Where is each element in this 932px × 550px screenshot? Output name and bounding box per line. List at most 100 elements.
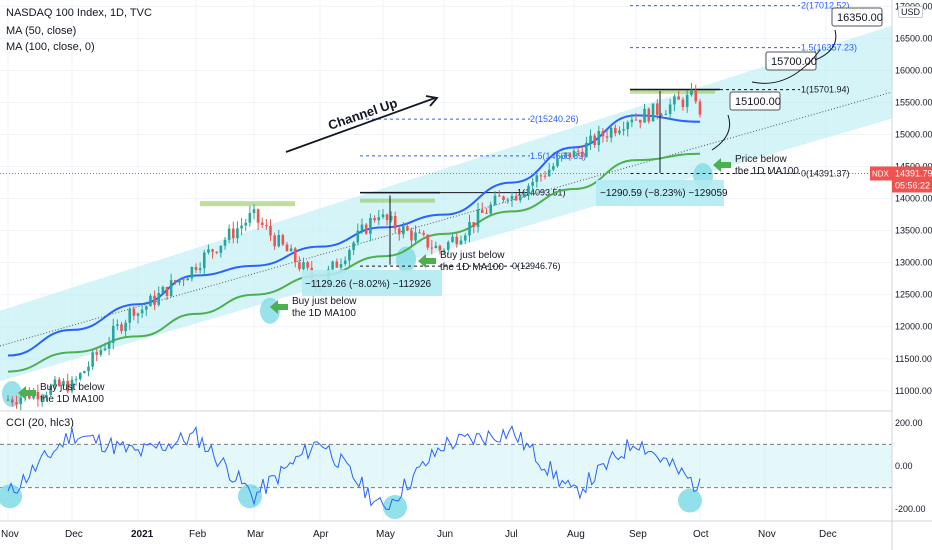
candle-body <box>597 130 601 146</box>
candle-body <box>173 280 177 283</box>
candle-body <box>609 127 613 138</box>
candle-body <box>506 199 510 201</box>
channel-band <box>0 25 892 382</box>
price-tick-11: 11500.00 <box>895 354 932 364</box>
time-tick-3: Feb <box>189 529 207 540</box>
symbol-badge <box>870 166 892 181</box>
channel-arrow-head <box>425 95 439 107</box>
candle-body <box>91 352 94 367</box>
candle-body <box>281 234 285 245</box>
candle-body <box>564 152 568 157</box>
candle-body <box>442 250 446 252</box>
target-box <box>765 51 817 71</box>
target-box <box>729 91 781 111</box>
candles <box>6 82 702 411</box>
candle-body <box>497 195 501 197</box>
candle-body <box>618 130 621 134</box>
target-arrow <box>751 49 821 84</box>
buy-label-2-line1: Buy just below <box>292 296 357 307</box>
candle-body <box>348 250 351 261</box>
time-tick-9: Aug <box>567 529 585 540</box>
candle-body <box>57 379 61 386</box>
target-label-2: 16350.00 <box>837 12 883 24</box>
green-arrow <box>418 254 436 268</box>
symbol-title: NASDAQ 100 Index, 1D, TVC <box>6 7 152 19</box>
candle-body <box>373 217 376 221</box>
candle-body <box>514 195 518 201</box>
candle-body <box>381 214 385 218</box>
candle-body <box>116 324 119 326</box>
candle-body <box>677 96 680 100</box>
cci-tick-2: -200.00 <box>895 504 926 514</box>
candle-body <box>339 264 343 268</box>
candle-body <box>605 136 609 138</box>
green-arrow <box>270 300 288 314</box>
price-tick-1: 16500.00 <box>895 33 932 43</box>
candle-body <box>49 385 52 395</box>
candle-body <box>219 245 223 253</box>
fib-label: 2(17012.52) <box>801 1 850 11</box>
candle-body <box>343 260 347 265</box>
candle-body <box>385 214 389 221</box>
candle-body <box>335 261 339 268</box>
time-tick-10: Sep <box>629 529 647 540</box>
candle-body <box>560 156 563 159</box>
candle-body <box>656 103 659 115</box>
candle-body <box>531 181 534 186</box>
candle-body <box>543 175 547 177</box>
candle-body <box>293 248 297 263</box>
time-tick-6: May <box>376 529 395 540</box>
symbol-badge-text: NDX <box>872 169 890 178</box>
candle-body <box>124 322 127 332</box>
price-tick-2: 16000.00 <box>895 65 932 75</box>
time-tick-4: Mar <box>247 529 265 540</box>
candle-body <box>66 380 70 392</box>
buy-label-3-line2: the 1D MA100 <box>440 262 504 273</box>
candle-body <box>485 212 488 214</box>
candle-body <box>10 399 14 403</box>
candle-body <box>585 142 588 157</box>
candle-body <box>389 215 393 221</box>
price-tick-9: 12500.00 <box>895 290 932 300</box>
cci-band <box>0 444 892 488</box>
candle-body <box>178 279 181 283</box>
candle-body <box>70 379 74 392</box>
time-tick-0: Nov <box>1 529 19 540</box>
candle-body <box>53 379 57 386</box>
candle-body <box>153 295 156 305</box>
candle-body <box>227 228 231 240</box>
channel-arrow <box>285 97 436 153</box>
candle-body <box>539 175 543 177</box>
time-tick-2: 2021 <box>131 529 154 540</box>
candle-body <box>128 308 132 323</box>
fib-label: 2(15240.26) <box>530 114 579 124</box>
candle-body <box>169 280 173 297</box>
candle-body <box>269 226 272 236</box>
fib-label: 1.5(14666.89) <box>530 151 586 161</box>
measure-box <box>596 180 724 206</box>
ma100-line <box>7 152 701 373</box>
candle-body <box>352 242 355 251</box>
candle-body <box>256 209 260 223</box>
candle-body <box>95 352 99 355</box>
candle-body <box>446 242 450 251</box>
candle-body <box>87 366 90 372</box>
time-tick-12: Nov <box>758 529 776 540</box>
candle-body <box>468 222 471 236</box>
price-tick-10: 12000.00 <box>895 322 932 332</box>
green-arrow <box>18 386 36 400</box>
candle-body <box>223 239 227 246</box>
cci-tick-0: 200.00 <box>895 418 923 428</box>
candle-body <box>231 228 235 239</box>
candle-body <box>277 234 281 247</box>
buy-label-1-line1: Buy just below <box>40 382 105 393</box>
candle-body <box>36 391 40 400</box>
candle-body <box>140 309 144 314</box>
candle-body <box>593 135 596 146</box>
candle-body <box>552 166 555 170</box>
candle-body <box>660 114 663 116</box>
candle-body <box>111 325 115 343</box>
resistance-zone <box>630 89 715 94</box>
candle-body <box>211 249 214 252</box>
